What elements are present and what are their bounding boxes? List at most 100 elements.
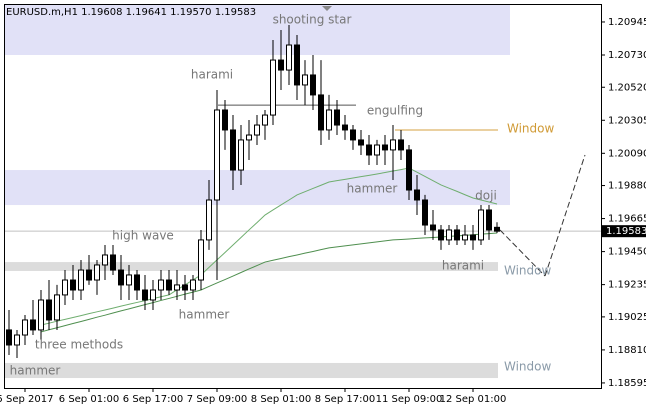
window-zone xyxy=(5,362,498,379)
pattern-annotation: high wave xyxy=(112,229,174,243)
candle-body xyxy=(246,134,252,141)
candle-body xyxy=(206,199,212,241)
candle-body xyxy=(334,109,340,126)
projection-line xyxy=(544,154,586,277)
x-tick-label: 11 Sep 09:00 xyxy=(376,394,443,405)
candle-body xyxy=(342,124,348,131)
candle-body xyxy=(22,319,28,336)
window-zone xyxy=(5,4,510,55)
pattern-annotation: engulfing xyxy=(367,104,423,118)
candle-body xyxy=(142,289,148,301)
candle-body xyxy=(110,254,116,271)
x-tick-label: 8 Sep 17:00 xyxy=(315,394,375,405)
candle-body xyxy=(230,129,236,171)
candle-body xyxy=(86,269,92,281)
candle-body xyxy=(102,254,108,266)
candle-body xyxy=(350,129,356,141)
candle-body xyxy=(366,144,372,156)
candle-body xyxy=(446,229,452,241)
y-tick-label: 1.19450 xyxy=(608,247,646,258)
y-tick-label: 1.19235 xyxy=(608,280,646,291)
candle-body xyxy=(454,229,460,241)
candle-body xyxy=(214,109,220,201)
x-tick-label: 6 Sep 17:00 xyxy=(123,394,183,405)
y-tick-label: 1.20730 xyxy=(608,50,646,61)
candle-body xyxy=(158,279,164,291)
pattern-annotation: three methods xyxy=(35,338,123,352)
candle-body xyxy=(62,279,68,296)
candle-body xyxy=(310,74,316,96)
candle-body xyxy=(150,289,156,301)
y-tick-label: 1.19025 xyxy=(608,312,646,323)
candle-body xyxy=(134,274,140,291)
candle-body xyxy=(438,229,444,241)
candle-body xyxy=(478,209,484,241)
candle-body xyxy=(198,239,204,281)
candle-body xyxy=(270,59,276,116)
candle-body xyxy=(486,209,492,231)
pattern-annotation: harami xyxy=(191,68,233,82)
candle-body xyxy=(286,44,292,71)
candle-body xyxy=(238,139,244,171)
y-tick-label: 1.20945 xyxy=(608,17,646,28)
pattern-annotation: doji xyxy=(475,189,497,203)
candle-body xyxy=(318,94,324,131)
moving-average xyxy=(40,232,498,333)
candle-body xyxy=(54,294,60,321)
y-tick-label: 1.20520 xyxy=(608,82,646,93)
last-price-box xyxy=(602,225,646,238)
y-tick-label: 1.20090 xyxy=(608,148,646,159)
y-tick-label: 1.18595 xyxy=(608,378,646,389)
candle-body xyxy=(14,334,20,346)
pattern-annotation: hammer xyxy=(347,182,398,196)
scroll-marker xyxy=(322,6,332,11)
candle-body xyxy=(406,149,412,191)
candle-body xyxy=(262,114,268,126)
candle-body xyxy=(70,279,76,291)
pattern-annotation: hammer xyxy=(179,308,230,322)
y-tick-label: 1.20305 xyxy=(608,115,646,126)
candle-body xyxy=(494,226,500,232)
candle-body xyxy=(78,269,84,291)
y-tick-label: 1.19880 xyxy=(608,181,646,192)
candle-body xyxy=(294,44,300,86)
window-zone xyxy=(5,262,498,271)
candle-body xyxy=(6,329,12,346)
x-tick-label: 12 Sep 01:00 xyxy=(440,394,507,405)
candle-body xyxy=(462,234,468,241)
candle-body xyxy=(382,144,388,151)
moving-average xyxy=(40,167,498,326)
candle-body xyxy=(38,299,44,331)
candle-body xyxy=(166,279,172,291)
candle-body xyxy=(390,139,396,151)
candle-body xyxy=(126,274,132,286)
candle-body xyxy=(118,269,124,286)
candle-body xyxy=(222,109,228,131)
pattern-annotation: Window xyxy=(507,122,555,136)
x-tick-label: 5 Sep 2017 xyxy=(0,394,54,405)
candle-body xyxy=(254,124,260,136)
candle-body xyxy=(326,109,332,131)
candle-body xyxy=(422,199,428,226)
pattern-annotation: harami xyxy=(442,259,484,273)
y-tick-label: 1.19665 xyxy=(608,214,646,225)
pattern-annotation: shooting star xyxy=(273,13,352,27)
zones xyxy=(5,4,510,379)
candle-body xyxy=(470,234,476,241)
candle-body xyxy=(190,279,196,291)
candle-body xyxy=(358,139,364,146)
candle-body xyxy=(278,59,284,71)
y-tick-label: 1.18810 xyxy=(608,345,646,356)
plot-frame xyxy=(4,4,602,389)
chart-title: EURUSD.m,H1 1.19608 1.19641 1.19570 1.19… xyxy=(6,7,256,18)
candle-body xyxy=(414,189,420,201)
candle-body xyxy=(174,284,180,291)
x-tick-label: 7 Sep 09:00 xyxy=(187,394,247,405)
candle-body xyxy=(94,264,100,281)
candle-body xyxy=(374,144,380,156)
plot xyxy=(5,25,601,359)
x-tick-label: 8 Sep 01:00 xyxy=(251,394,311,405)
pattern-annotation: Window xyxy=(504,360,552,374)
candle-body xyxy=(30,319,36,331)
window-zone xyxy=(5,170,510,206)
